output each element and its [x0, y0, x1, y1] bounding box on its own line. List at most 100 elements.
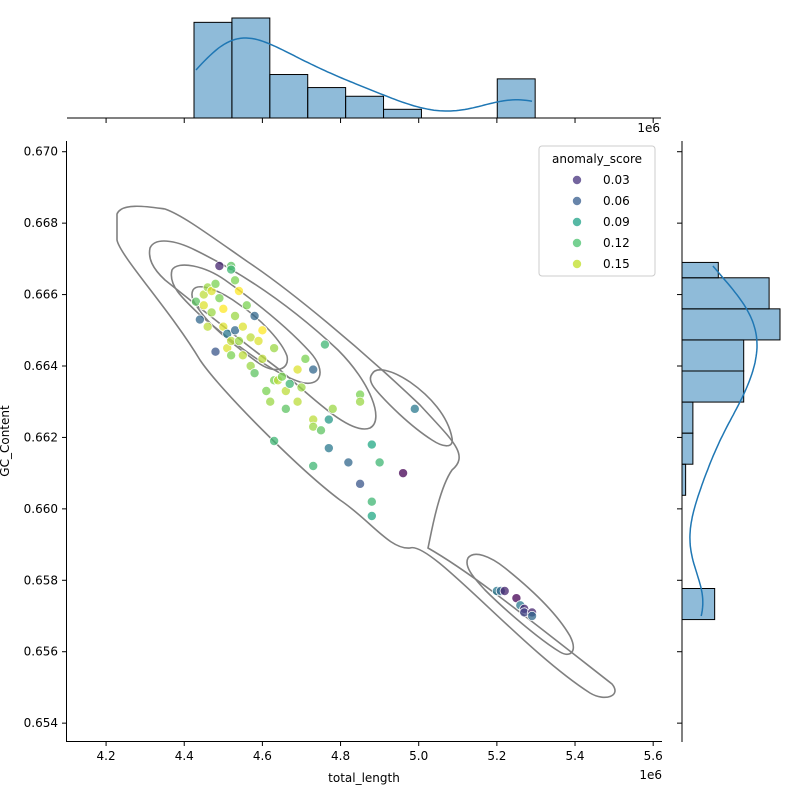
top-histogram-bar — [496, 78, 536, 119]
right-histogram-bar — [681, 401, 694, 434]
top-histogram-bar — [193, 21, 233, 119]
right-histogram-bar — [681, 277, 770, 310]
x-tick-label: 4.2 — [97, 749, 116, 763]
top-histogram-bar — [269, 74, 309, 119]
y-tick-label: 0.664 — [24, 359, 58, 373]
x-offset-text: 1e6 — [639, 768, 662, 782]
right-histogram-bar — [681, 261, 719, 279]
scatter-point — [198, 300, 209, 311]
scatter-point — [308, 460, 319, 471]
plot-frame-left — [66, 141, 67, 742]
scatter-point — [366, 510, 377, 521]
y-tick-label: 0.662 — [24, 430, 58, 444]
y-tick-label: 0.668 — [24, 216, 58, 230]
scatter-point — [355, 478, 366, 489]
scatter-point — [366, 496, 377, 507]
scatter-point — [527, 611, 538, 622]
legend-label: 0.15 — [603, 257, 630, 271]
legend-label: 0.12 — [603, 236, 630, 250]
y-tick-label: 0.658 — [24, 573, 58, 587]
x-axis-label: total_length — [328, 771, 400, 785]
top-histogram-bar — [383, 108, 422, 119]
scatter-point — [276, 371, 287, 382]
scatter-point — [257, 325, 268, 336]
scatter-point — [374, 457, 385, 468]
scatter-point — [249, 310, 260, 321]
main-axes: 4.2 4.4 4.6 4.8 5.0 5.2 5.4 5.6 0.654 0.656 0.658… — [0, 141, 663, 785]
density-contour-outer — [116, 205, 616, 699]
legend-box — [538, 145, 656, 277]
scatter-point — [226, 264, 237, 275]
scatter-point — [323, 414, 334, 425]
scatter-point — [241, 300, 252, 311]
right-histogram-bar — [681, 339, 745, 372]
scatter-point — [265, 396, 276, 407]
right-marginal — [677, 141, 781, 742]
y-tick-label: 0.654 — [24, 716, 58, 730]
right-histogram-bar — [681, 432, 694, 465]
right-kde-curve — [689, 265, 758, 617]
x-tick-label: 5.4 — [565, 749, 584, 763]
scatter-point — [226, 350, 237, 361]
legend-label: 0.09 — [603, 215, 630, 229]
scatter-point — [237, 350, 248, 361]
scatter-point — [214, 293, 225, 304]
legend-marker — [572, 237, 583, 248]
plot-frame-bottom — [66, 741, 662, 742]
top-histogram-bar — [345, 95, 385, 119]
y-axis-label: GC_Content — [0, 405, 12, 477]
scatter-point — [366, 439, 377, 450]
scatter-point — [300, 353, 311, 364]
legend-marker — [572, 174, 583, 185]
scatter-point — [269, 435, 280, 446]
scatter-point — [319, 339, 330, 350]
scatter-point — [230, 310, 241, 321]
x-tick-label: 5.6 — [644, 749, 663, 763]
scatter-point — [261, 385, 272, 396]
scatter-point — [210, 278, 221, 289]
y-tick-label: 0.670 — [24, 145, 58, 159]
scatter-point — [284, 378, 295, 389]
scatter-point — [194, 314, 205, 325]
legend-marker — [572, 195, 583, 206]
x-tick-label: 5.2 — [487, 749, 506, 763]
scatter-point — [327, 403, 338, 414]
x-tick-label: 4.4 — [175, 749, 194, 763]
y-tick-label: 0.656 — [24, 645, 58, 659]
density-contour-lower-right — [466, 553, 575, 656]
scatter-point — [206, 307, 217, 318]
scatter-point — [253, 335, 264, 346]
right-histogram-bar — [681, 370, 745, 403]
legend-label: 0.06 — [603, 194, 630, 208]
top-marginal: 1e6 — [67, 17, 661, 135]
scatter-point — [280, 403, 291, 414]
scatter-point — [499, 586, 510, 597]
top-histogram-bar — [307, 87, 347, 119]
legend-marker — [572, 258, 583, 269]
scatter-point — [316, 425, 327, 436]
right-histogram-bar — [681, 308, 781, 341]
scatter-point — [249, 368, 260, 379]
scatter-point — [202, 321, 213, 332]
y-tick-label: 0.660 — [24, 502, 58, 516]
y-tick-label: 0.666 — [24, 288, 58, 302]
scatter-point — [269, 343, 280, 354]
legend: anomaly_score 0.03 0.06 0.09 0.12 0.15 — [538, 145, 656, 277]
scatter-point — [323, 443, 334, 454]
legend-label: 0.03 — [603, 173, 630, 187]
scatter-point — [214, 260, 225, 271]
scatter-point — [210, 346, 221, 357]
scatter-point — [292, 364, 303, 375]
top-histogram-bar — [231, 17, 271, 119]
scatter-point — [308, 364, 319, 375]
x-tick-label: 4.8 — [331, 749, 350, 763]
scatter-point — [409, 403, 420, 414]
scatter-point — [296, 382, 307, 393]
density-contour-inner — [191, 286, 289, 371]
scatter-point — [233, 285, 244, 296]
scatter-point — [218, 303, 229, 314]
legend-marker — [572, 216, 583, 227]
scatter-point — [237, 321, 248, 332]
scatter-point — [257, 353, 268, 364]
right-histogram-bar — [681, 463, 687, 496]
